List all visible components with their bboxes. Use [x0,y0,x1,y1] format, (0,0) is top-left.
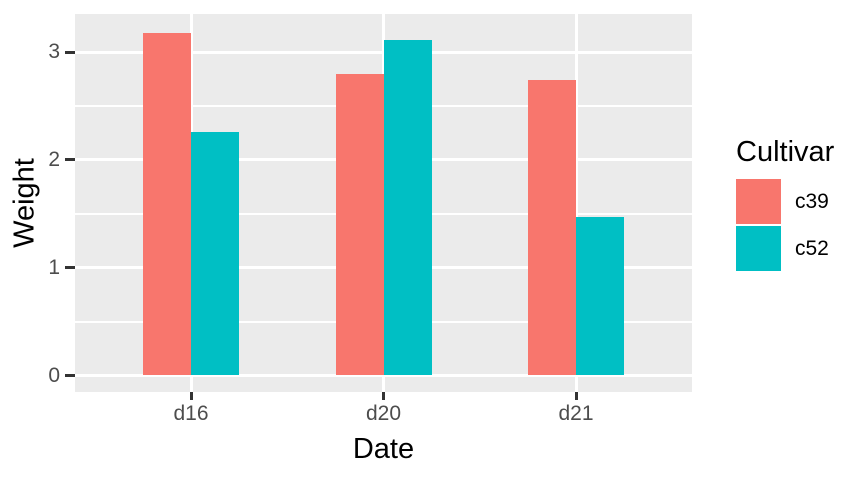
y-tick-mark-1 [65,266,75,270]
legend-label-c39: c39 [795,189,829,213]
y-tick-label-0: 0 [48,363,60,387]
legend-item-c39: c39 [736,179,834,224]
legend: Cultivar c39 c52 [736,137,834,271]
legend-key-c39 [736,179,781,224]
legend-items: c39 c52 [736,179,834,271]
x-tick-mark-d21 [574,392,578,400]
x-axis-title: Date [352,433,415,465]
y-axis-title-text: Weight [8,158,41,248]
y-tick-label-1: 1 [48,255,60,279]
y-tick-mark-0 [65,374,75,377]
legend-item-c52: c52 [736,226,834,271]
y-tick-label-3: 3 [48,40,60,63]
x-tick-label-d16: d16 [173,402,209,425]
bar-c52-d20 [383,40,432,376]
legend-label-c52: c52 [795,236,829,260]
x-tick-label-d20: d20 [365,402,402,425]
bar-c52-d21 [576,216,624,376]
y-tick-mark-3 [65,50,75,54]
x-tick-label-d21: d21 [558,402,594,425]
bar-c39-d21 [528,80,576,376]
bar-c39-d20 [335,73,384,376]
legend-title: Cultivar [736,136,835,168]
y-tick-label-2: 2 [48,147,60,171]
y-tick-mark-2 [65,158,75,162]
bar-c52-d16 [191,131,239,376]
gridline-major-x-d21 [574,14,578,392]
legend-key-c52 [736,226,781,271]
bar-c39-d16 [143,32,191,376]
x-tick-mark-d20 [382,392,385,400]
x-tick-mark-d16 [189,392,193,400]
y-axis-title: Weight [8,14,41,392]
plot-panel [75,14,692,392]
